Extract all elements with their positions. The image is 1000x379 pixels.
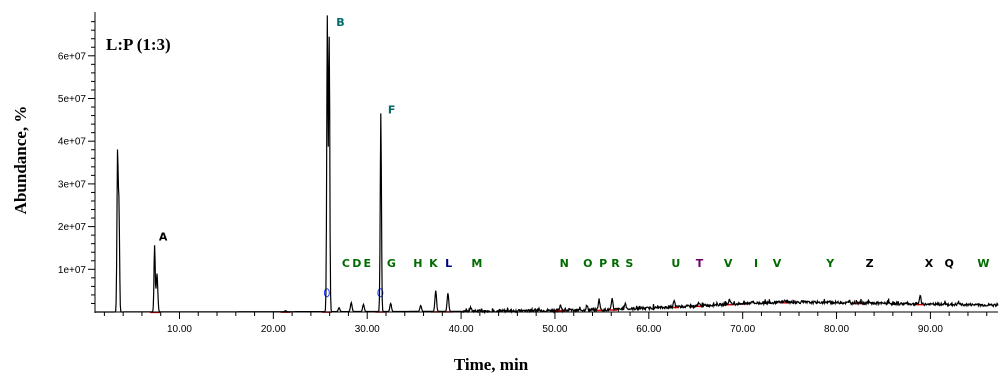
x-tick-label: 10.00: [167, 324, 192, 335]
y-tick-label: 3e+07: [58, 179, 87, 190]
x-axis-title: Time, min: [454, 355, 529, 374]
peak-label: O: [583, 257, 592, 270]
chromatogram-trace: [95, 15, 999, 315]
sample-label: L:P (1:3): [106, 35, 171, 54]
peak-marker: [323, 288, 330, 298]
axes: 10.00 20.00 30.00 40.00 50.00 60.00 70.00 80.00…: [58, 12, 998, 335]
y-tick-label: 4e+07: [58, 137, 87, 148]
x-tick-label: 90.00: [918, 324, 943, 335]
x-tick-label: 80.00: [824, 324, 849, 335]
peak-label: Z: [866, 257, 874, 270]
peak-label: A: [159, 230, 168, 243]
signal-trace: [95, 15, 999, 315]
y-tick-label: 2e+07: [58, 222, 87, 233]
x-tick-label: 30.00: [355, 324, 380, 335]
x-tick-label: 40.00: [449, 324, 474, 335]
x-tick-label: 50.00: [542, 324, 567, 335]
y-axis-title: Abundance, %: [11, 106, 30, 215]
y-tick-label: 5e+07: [58, 94, 87, 105]
peak-label: V: [773, 257, 782, 270]
peak-label: I: [754, 257, 758, 270]
peak-labels: A B F C D E G H K L M N O P R S U T V I V Y Z X Q W: [159, 16, 990, 270]
peak-label: W: [977, 257, 989, 270]
peak-label: P: [599, 257, 607, 270]
peak-label: E: [363, 257, 371, 270]
peak-label: F: [388, 103, 396, 116]
peak-label: V: [724, 257, 733, 270]
peak-label: K: [429, 257, 438, 270]
peak-label: Y: [825, 257, 835, 270]
peak-label: U: [671, 257, 680, 270]
peak-label: D: [352, 257, 361, 270]
peak-label: H: [413, 257, 422, 270]
peak-label: N: [560, 257, 569, 270]
peak-label: G: [387, 257, 396, 270]
peak-label: R: [611, 257, 620, 270]
peak-label: S: [625, 257, 633, 270]
peak-label: X: [925, 257, 934, 270]
y-tick-label: 6e+07: [58, 51, 87, 62]
peak-label: C: [342, 257, 350, 270]
x-tick-label: 70.00: [730, 324, 755, 335]
y-tick-label: 1e+07: [58, 265, 87, 276]
peak-label: L: [445, 257, 452, 270]
x-tick-label: 60.00: [636, 324, 661, 335]
peak-label: B: [336, 16, 344, 29]
peak-label: Q: [944, 257, 953, 270]
peak-label: T: [696, 257, 704, 270]
peak-marker: [377, 288, 384, 298]
peak-label: M: [471, 257, 482, 270]
x-tick-label: 20.00: [261, 324, 286, 335]
